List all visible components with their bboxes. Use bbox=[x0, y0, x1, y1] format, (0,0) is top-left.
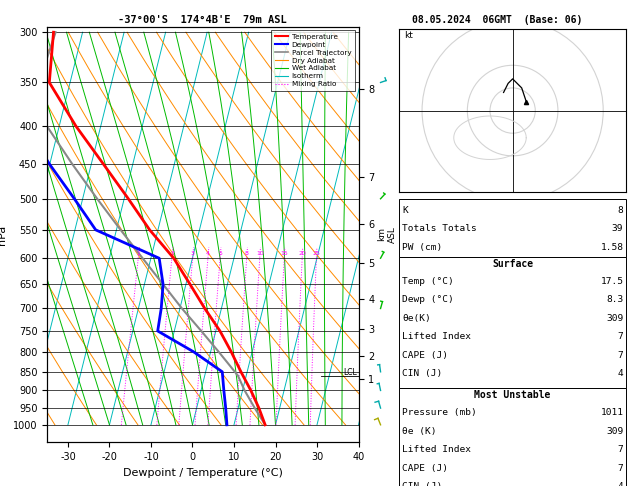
Text: 08.05.2024  06GMT  (Base: 06): 08.05.2024 06GMT (Base: 06) bbox=[412, 15, 582, 25]
Text: Lifted Index: Lifted Index bbox=[402, 445, 471, 454]
Text: 2: 2 bbox=[170, 250, 174, 256]
Text: 8.3: 8.3 bbox=[606, 295, 623, 304]
Text: 3: 3 bbox=[191, 250, 195, 256]
Text: Dewp (°C): Dewp (°C) bbox=[402, 295, 454, 304]
Text: 15: 15 bbox=[281, 250, 288, 256]
Text: Lifted Index: Lifted Index bbox=[402, 332, 471, 341]
Text: 7: 7 bbox=[618, 445, 623, 454]
Y-axis label: km
ASL: km ASL bbox=[377, 226, 397, 243]
Text: kt: kt bbox=[404, 31, 413, 40]
Text: 5: 5 bbox=[218, 250, 222, 256]
Text: 39: 39 bbox=[612, 225, 623, 233]
Text: Temp (°C): Temp (°C) bbox=[402, 277, 454, 286]
Text: Most Unstable: Most Unstable bbox=[474, 390, 551, 400]
Text: 8: 8 bbox=[618, 206, 623, 215]
Text: CAPE (J): CAPE (J) bbox=[402, 351, 448, 360]
Text: 309: 309 bbox=[606, 314, 623, 323]
Text: LCL: LCL bbox=[343, 367, 357, 377]
Text: 1011: 1011 bbox=[600, 408, 623, 417]
Legend: Temperature, Dewpoint, Parcel Trajectory, Dry Adiabat, Wet Adiabat, Isotherm, Mi: Temperature, Dewpoint, Parcel Trajectory… bbox=[272, 30, 355, 91]
Text: © weatheronline.co.uk: © weatheronline.co.uk bbox=[460, 472, 565, 481]
Text: 7: 7 bbox=[618, 351, 623, 360]
Text: Totals Totals: Totals Totals bbox=[402, 225, 477, 233]
Text: 25: 25 bbox=[313, 250, 320, 256]
Text: 8: 8 bbox=[245, 250, 249, 256]
Text: 309: 309 bbox=[606, 427, 623, 435]
Y-axis label: hPa: hPa bbox=[0, 225, 8, 244]
Text: PW (cm): PW (cm) bbox=[402, 243, 442, 252]
Text: CAPE (J): CAPE (J) bbox=[402, 464, 448, 472]
Title: -37°00'S  174°4B'E  79m ASL: -37°00'S 174°4B'E 79m ASL bbox=[118, 15, 287, 25]
Text: θe(K): θe(K) bbox=[402, 314, 431, 323]
Text: 4: 4 bbox=[206, 250, 210, 256]
X-axis label: Dewpoint / Temperature (°C): Dewpoint / Temperature (°C) bbox=[123, 468, 283, 478]
Text: 17.5: 17.5 bbox=[600, 277, 623, 286]
Text: K: K bbox=[402, 206, 408, 215]
Text: 20: 20 bbox=[298, 250, 306, 256]
Text: 1.58: 1.58 bbox=[600, 243, 623, 252]
Text: CIN (J): CIN (J) bbox=[402, 369, 442, 378]
Text: 4: 4 bbox=[618, 369, 623, 378]
Text: θe (K): θe (K) bbox=[402, 427, 437, 435]
Text: 10: 10 bbox=[256, 250, 264, 256]
Text: 4: 4 bbox=[618, 482, 623, 486]
Text: Pressure (mb): Pressure (mb) bbox=[402, 408, 477, 417]
Text: 1: 1 bbox=[136, 250, 140, 256]
Text: 7: 7 bbox=[618, 464, 623, 472]
Text: CIN (J): CIN (J) bbox=[402, 482, 442, 486]
Text: 7: 7 bbox=[618, 332, 623, 341]
Text: Surface: Surface bbox=[492, 259, 533, 269]
